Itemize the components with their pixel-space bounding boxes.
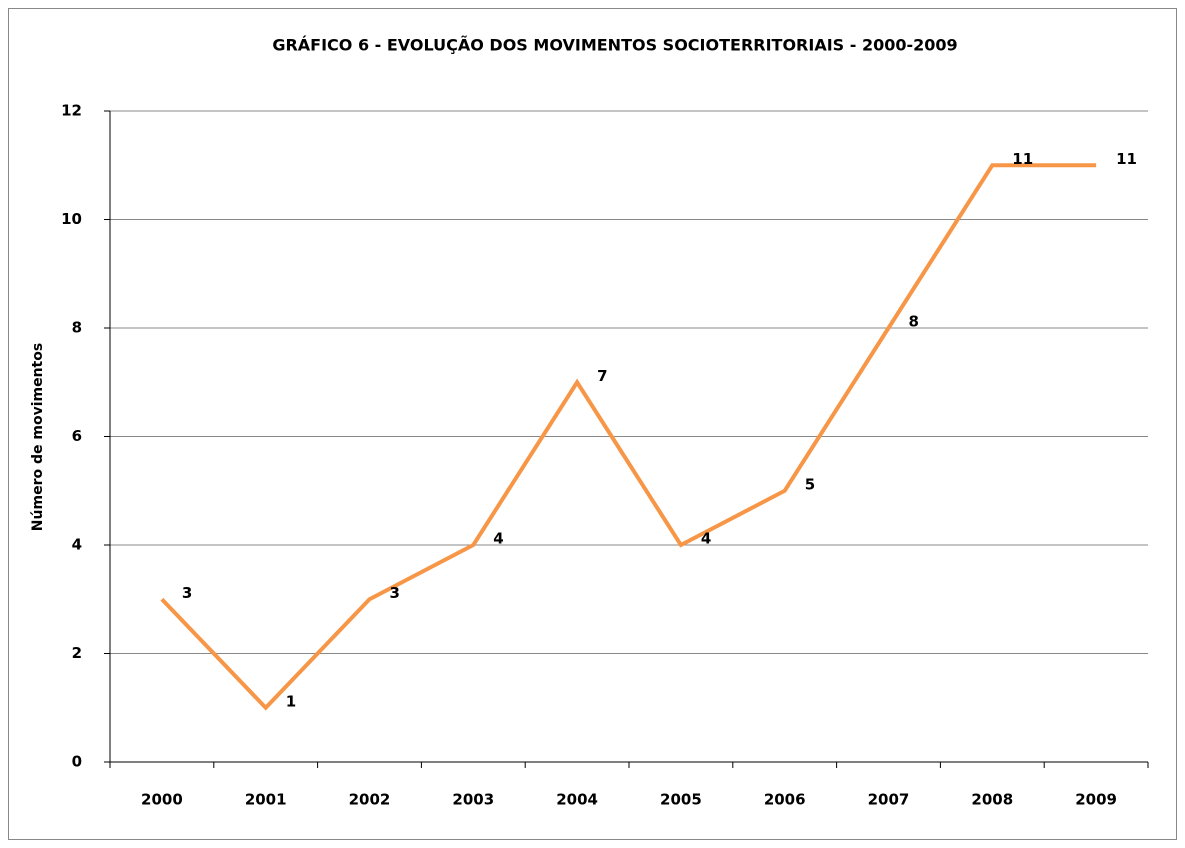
x-tick-label: 2009	[1075, 791, 1117, 809]
x-tick-label: 2004	[556, 791, 598, 809]
series-line	[160, 163, 1097, 711]
data-label: 3	[390, 584, 400, 602]
chart-title: GRÁFICO 6 - EVOLUÇÃO DOS MOVIMENTOS SOCI…	[272, 36, 957, 55]
x-tick-label: 2002	[349, 791, 391, 809]
y-tick-label: 8	[72, 319, 82, 337]
chart-frame	[8, 8, 1177, 840]
data-label: 3	[182, 584, 192, 602]
y-tick-label: 10	[61, 210, 82, 228]
y-tick-label: 6	[72, 427, 82, 445]
data-label: 11	[1116, 150, 1137, 168]
data-label: 8	[909, 313, 919, 331]
x-tick-label: 2000	[141, 791, 183, 809]
data-label: 11	[1012, 150, 1033, 168]
data-label: 4	[493, 530, 503, 548]
x-tick-label: 2007	[868, 791, 910, 809]
data-label: 4	[701, 530, 711, 548]
y-tick-label: 12	[61, 102, 82, 120]
y-axis-label: Número de movimentos	[30, 343, 46, 531]
y-tick-label: 4	[72, 536, 82, 554]
data-label: 7	[597, 367, 607, 385]
data-label: 5	[805, 475, 815, 493]
x-tick-label: 2008	[971, 791, 1013, 809]
x-tick-label: 2003	[452, 791, 494, 809]
data-label: 1	[286, 692, 296, 710]
y-tick-label: 2	[72, 644, 82, 662]
x-tick-label: 2001	[245, 791, 287, 809]
y-tick-label: 0	[72, 753, 82, 771]
x-tick-label: 2006	[764, 791, 806, 809]
x-tick-label: 2005	[660, 791, 702, 809]
